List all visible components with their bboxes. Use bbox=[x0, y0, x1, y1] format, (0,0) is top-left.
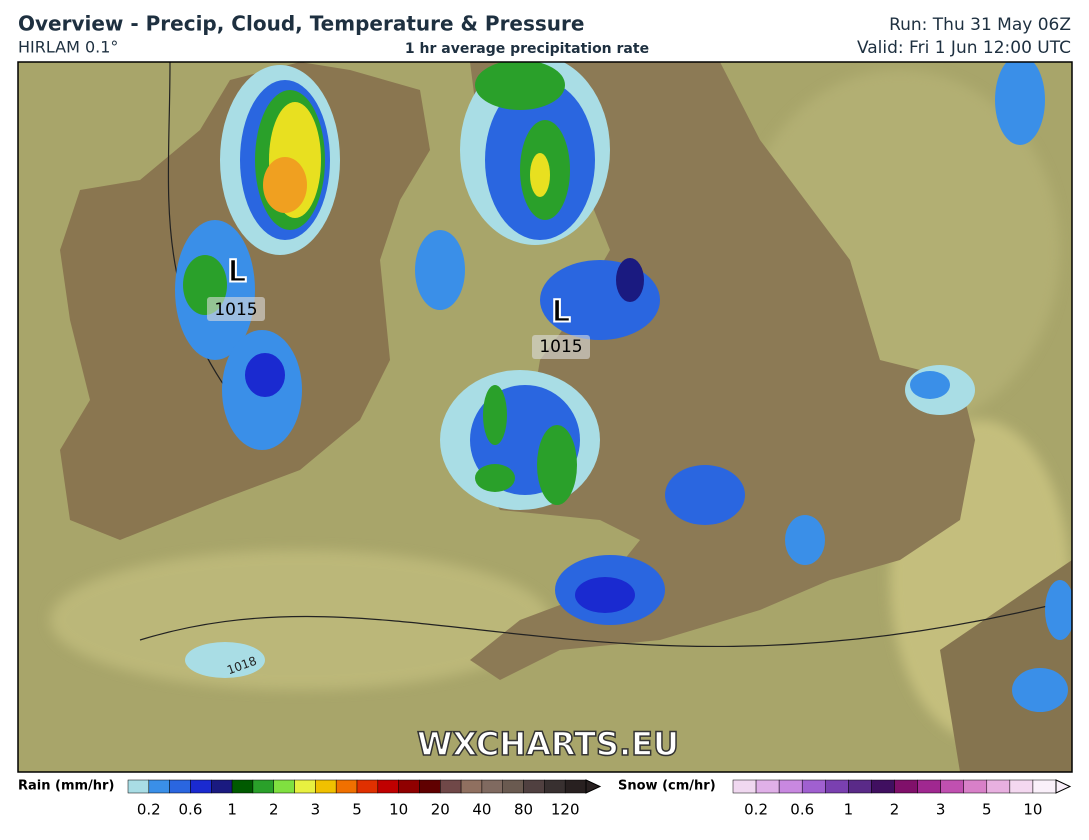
valid-time: Valid: Fri 1 Jun 12:00 UTC bbox=[857, 38, 1071, 58]
colorbar-tick-label: 0.2 bbox=[744, 801, 768, 819]
color-swatch bbox=[1032, 779, 1057, 794]
colorbar-tick-label: 1 bbox=[844, 801, 854, 819]
colorbar-tick-label: 3 bbox=[311, 801, 321, 819]
color-swatch bbox=[778, 779, 803, 794]
color-swatch bbox=[335, 779, 358, 794]
color-swatch bbox=[190, 779, 212, 794]
colorbar-tick-label: 0.2 bbox=[137, 801, 161, 819]
color-swatch bbox=[148, 779, 170, 794]
color-swatch bbox=[544, 779, 566, 794]
color-swatch bbox=[127, 779, 150, 794]
color-swatch bbox=[273, 779, 295, 794]
colorbar-tick-label: 5 bbox=[982, 801, 992, 819]
color-swatch bbox=[871, 779, 895, 794]
color-swatch bbox=[894, 779, 918, 794]
rain-colorbar: 0.2 0.6 1 2 3 5 10 20 40 80 120 bbox=[127, 779, 602, 819]
color-swatch bbox=[917, 779, 941, 794]
color-swatch bbox=[986, 779, 1011, 794]
color-swatch bbox=[963, 779, 988, 794]
title: Overview - Precip, Cloud, Temperature & … bbox=[18, 12, 584, 36]
snow-legend-title: Snow (cm/hr) bbox=[618, 779, 716, 794]
france bbox=[940, 560, 1072, 772]
color-swatch bbox=[231, 779, 254, 794]
color-swatch bbox=[732, 779, 757, 794]
color-swatch bbox=[315, 779, 337, 794]
colorbar-tick-label: 20 bbox=[431, 801, 450, 819]
color-swatch bbox=[755, 779, 780, 794]
color-swatch bbox=[481, 779, 503, 794]
color-swatch bbox=[1009, 779, 1034, 794]
color-swatch bbox=[440, 779, 462, 794]
color-swatch bbox=[169, 779, 191, 794]
pressure-value: 1015 bbox=[214, 300, 257, 320]
colorbar-tick-label: 2 bbox=[890, 801, 900, 819]
rain-legend-title: Rain (mm/hr) bbox=[18, 779, 114, 794]
model: HIRLAM 0.1° bbox=[18, 38, 118, 57]
colorbar-tick-label: 40 bbox=[472, 801, 491, 819]
pressure-value: 1015 bbox=[539, 337, 582, 357]
color-swatch bbox=[848, 779, 872, 794]
color-swatch bbox=[398, 779, 420, 794]
subtitle: 1 hr average precipitation rate bbox=[405, 41, 649, 57]
colorbar-arrow bbox=[1055, 779, 1072, 794]
great-britain bbox=[470, 62, 975, 680]
snow-colorbar: 0.2 0.6 1 2 3 5 10 bbox=[732, 779, 1072, 819]
colorbar-tick-label: 120 bbox=[551, 801, 580, 819]
colorbar-tick-label: 80 bbox=[514, 801, 533, 819]
isobar bbox=[167, 62, 251, 421]
colorbar-tick-label: 0.6 bbox=[179, 801, 203, 819]
color-swatch bbox=[825, 779, 849, 794]
colorbar-tick-label: 0.6 bbox=[790, 801, 814, 819]
color-swatch bbox=[294, 779, 316, 794]
low-symbol: L bbox=[551, 295, 570, 330]
run-time: Run: Thu 31 May 06Z bbox=[889, 15, 1071, 35]
colorbar-tick-label: 3 bbox=[936, 801, 946, 819]
color-swatch bbox=[211, 779, 233, 794]
color-swatch bbox=[356, 779, 379, 794]
colorbar-tick-label: 5 bbox=[352, 801, 362, 819]
color-swatch bbox=[523, 779, 545, 794]
color-swatch bbox=[252, 779, 274, 794]
color-swatch bbox=[460, 779, 483, 794]
color-swatch bbox=[377, 779, 399, 794]
low-symbol: L bbox=[227, 255, 246, 290]
color-swatch bbox=[419, 779, 441, 794]
colorbar-tick-label: 10 bbox=[389, 801, 408, 819]
colorbar-tick-label: 1 bbox=[227, 801, 237, 819]
colorbar-arrow bbox=[585, 779, 602, 794]
color-swatch bbox=[940, 779, 964, 794]
isobar bbox=[139, 599, 1072, 647]
color-swatch bbox=[801, 779, 826, 794]
precipitation bbox=[175, 62, 1072, 712]
color-swatch bbox=[564, 779, 587, 794]
watermark: WXCHARTS.EU bbox=[417, 725, 679, 763]
colorbar-tick-label: 10 bbox=[1023, 801, 1042, 819]
colorbar-tick-label: 2 bbox=[269, 801, 279, 819]
color-swatch bbox=[502, 779, 524, 794]
map: L 1015 L 1015 1018 WXCHARTS.EU bbox=[18, 62, 1072, 772]
